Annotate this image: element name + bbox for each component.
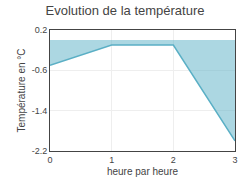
svg-text:Température en °C: Température en °C — [16, 48, 27, 132]
svg-text:0.2: 0.2 — [35, 25, 48, 35]
svg-text:1: 1 — [109, 155, 114, 165]
svg-text:3: 3 — [232, 155, 237, 165]
svg-text:-1.4: -1.4 — [32, 106, 48, 116]
svg-text:0: 0 — [47, 155, 52, 165]
svg-text:-0.6: -0.6 — [32, 65, 48, 75]
svg-text:Evolution de la température: Evolution de la température — [46, 3, 205, 18]
svg-text:-2.2: -2.2 — [32, 146, 48, 156]
svg-text:2: 2 — [171, 155, 176, 165]
svg-text:heure par heure: heure par heure — [107, 166, 179, 177]
